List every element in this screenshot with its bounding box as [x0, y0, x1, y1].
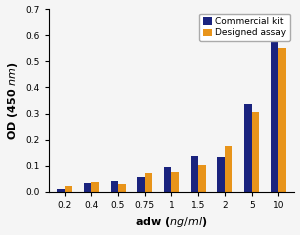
Bar	[244, 104, 252, 192]
Bar	[218, 157, 225, 192]
Bar	[84, 183, 91, 192]
Bar	[252, 112, 259, 192]
Bar	[225, 146, 232, 192]
Bar	[278, 48, 286, 192]
Bar	[57, 189, 64, 192]
X-axis label: adw ($\it{ng/ml}$): adw ($\it{ng/ml}$)	[135, 215, 208, 229]
Bar	[118, 184, 125, 192]
Bar	[91, 182, 99, 192]
Y-axis label: OD (450 $\it{nm}$): OD (450 $\it{nm}$)	[6, 61, 20, 140]
Bar	[137, 177, 145, 192]
Bar	[164, 167, 172, 192]
Legend: Commercial kit, Designed assay: Commercial kit, Designed assay	[199, 14, 290, 41]
Bar	[145, 173, 152, 192]
Bar	[271, 24, 278, 192]
Bar	[64, 186, 72, 192]
Bar	[110, 181, 118, 192]
Bar	[198, 165, 206, 192]
Bar	[191, 156, 198, 192]
Bar	[172, 172, 179, 192]
